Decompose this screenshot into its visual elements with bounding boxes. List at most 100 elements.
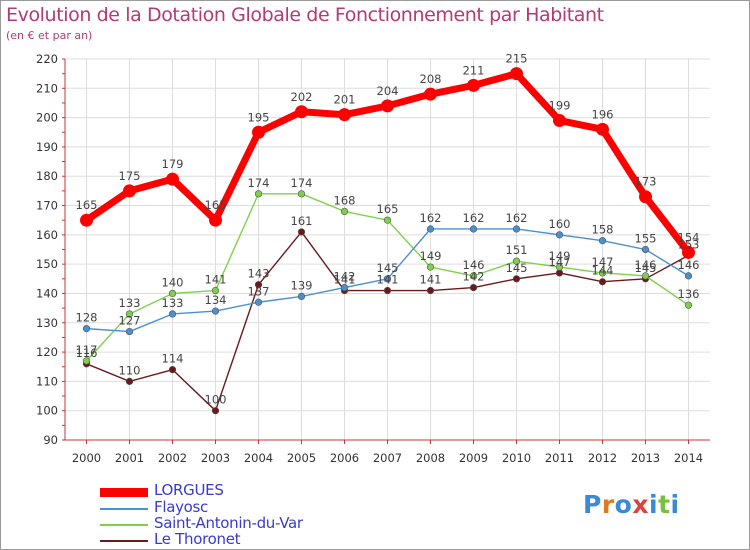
data-label: 165: [205, 198, 227, 212]
data-label: 162: [506, 211, 528, 225]
data-label: 151: [506, 243, 528, 257]
data-label: 201: [334, 93, 356, 107]
data-label: 137: [248, 284, 270, 298]
y-tick-label: 90: [43, 433, 58, 447]
data-point: [512, 275, 521, 283]
legend-label: Flayosc: [154, 498, 209, 516]
data-point: [211, 407, 220, 415]
data-label: 179: [162, 157, 184, 171]
data-point: [641, 245, 650, 254]
data-point: [168, 366, 177, 374]
logo-letter: r: [601, 490, 615, 519]
y-tick-label: 130: [36, 316, 58, 330]
data-point: [297, 190, 306, 198]
y-tick-label: 160: [36, 228, 58, 242]
y-tick-label: 220: [36, 52, 58, 66]
y-tick-label: 180: [36, 169, 58, 183]
y-tick-label: 120: [36, 345, 58, 359]
data-point: [338, 108, 351, 122]
data-label: 114: [162, 352, 184, 366]
data-point: [125, 310, 134, 318]
chart-subtitle: (en € et par an): [6, 29, 93, 42]
data-point: [252, 125, 265, 139]
data-point: [125, 327, 134, 336]
data-point: [424, 87, 437, 101]
x-tick-label: 2004: [244, 451, 273, 465]
data-label: 133: [119, 296, 141, 310]
data-label: 202: [291, 90, 313, 104]
data-label: 199: [549, 99, 571, 113]
data-point: [254, 190, 263, 198]
data-point: [641, 272, 650, 280]
data-label: 141: [205, 273, 227, 287]
data-point: [211, 307, 220, 315]
proxiti-logo: Proxiti: [583, 490, 680, 519]
data-label: 141: [377, 273, 399, 287]
data-point: [426, 225, 435, 233]
x-tick-label: 2011: [545, 451, 574, 465]
y-tick-label: 190: [36, 140, 58, 154]
data-label: 154: [678, 230, 700, 244]
data-point: [383, 286, 392, 295]
data-point: [598, 237, 607, 245]
legend-label: Saint-Antonin-du-Var: [154, 514, 303, 532]
logo-letter: o: [614, 490, 633, 519]
data-point: [297, 228, 306, 236]
data-label: 155: [635, 232, 657, 246]
logo-letter: i: [649, 490, 659, 519]
data-point: [512, 225, 521, 233]
data-label: 173: [635, 175, 657, 189]
data-label: 145: [506, 261, 528, 275]
data-point: [383, 275, 392, 283]
data-point: [168, 289, 177, 298]
data-label: 142: [334, 270, 356, 284]
chart-title: Evolution de la Dotation Globale de Fonc…: [6, 4, 604, 26]
x-tick-label: 2008: [416, 451, 445, 465]
data-label: 141: [334, 273, 356, 287]
data-label: 161: [291, 214, 313, 228]
legend-label: Le Thoronet: [154, 530, 241, 548]
data-point: [166, 172, 179, 186]
data-label: 139: [291, 278, 313, 292]
data-point: [254, 298, 263, 306]
data-label: 174: [248, 176, 270, 190]
data-label: 165: [377, 202, 399, 216]
x-tick-label: 2001: [115, 451, 144, 465]
data-point: [340, 284, 349, 292]
data-label: 140: [162, 275, 184, 289]
data-label: 147: [592, 255, 614, 269]
data-label: 127: [119, 314, 141, 328]
data-point: [553, 114, 566, 128]
data-point: [639, 190, 652, 204]
x-tick-label: 2002: [158, 451, 187, 465]
data-point: [684, 272, 693, 280]
data-label: 133: [162, 296, 184, 310]
legend-swatch: [100, 540, 148, 542]
data-point: [123, 184, 136, 198]
data-label: 147: [549, 255, 571, 269]
y-tick-label: 100: [36, 404, 58, 418]
data-point: [209, 213, 222, 227]
data-point: [80, 213, 93, 227]
data-label: 196: [592, 107, 614, 121]
data-point: [512, 257, 521, 265]
data-point: [125, 377, 134, 385]
data-label: 165: [76, 198, 98, 212]
data-point: [381, 99, 394, 113]
legend-label: LORGUES: [154, 481, 224, 499]
data-point: [295, 105, 308, 119]
data-label: 149: [420, 249, 442, 263]
data-label: 211: [463, 63, 485, 77]
data-label: 128: [76, 311, 98, 325]
data-label: 153: [678, 237, 700, 251]
data-point: [598, 278, 607, 286]
data-label: 136: [678, 287, 700, 301]
y-tick-label: 110: [36, 374, 58, 388]
data-point: [684, 301, 693, 309]
data-label: 134: [205, 293, 227, 307]
data-point: [598, 269, 607, 277]
data-label: 145: [635, 261, 657, 275]
data-point: [469, 284, 478, 292]
data-label: 142: [463, 270, 485, 284]
data-point: [211, 286, 220, 295]
